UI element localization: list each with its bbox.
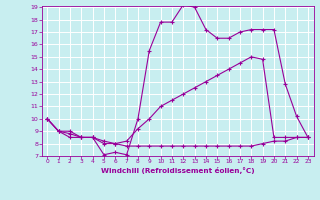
X-axis label: Windchill (Refroidissement éolien,°C): Windchill (Refroidissement éolien,°C) [101,167,254,174]
